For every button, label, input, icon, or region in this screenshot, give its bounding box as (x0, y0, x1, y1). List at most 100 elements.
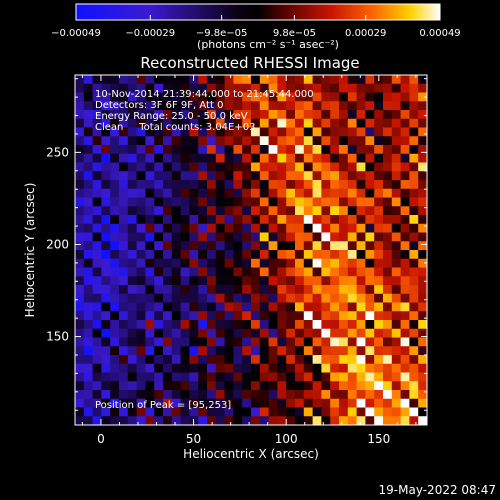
heatmap-cell (251, 75, 261, 85)
heatmap-cell (374, 110, 384, 120)
heatmap-cell (391, 285, 401, 295)
heatmap-cell (242, 127, 252, 137)
heatmap-cell (303, 398, 313, 408)
heatmap-cell (391, 110, 401, 120)
heatmap-cell (110, 232, 120, 242)
heatmap-cell (312, 110, 322, 120)
heatmap-cell (365, 136, 375, 146)
heatmap-cell (347, 223, 357, 233)
heatmap-cell (83, 197, 93, 207)
heatmap-cell (127, 293, 137, 303)
heatmap-cell (321, 206, 331, 216)
heatmap-cell (418, 153, 427, 163)
heatmap-cell (110, 127, 120, 137)
heatmap-cell (136, 215, 146, 225)
heatmap-cell (303, 110, 313, 120)
heatmap-cell (242, 363, 252, 373)
heatmap-cell (233, 407, 243, 417)
annotation-total-counts: Clean Total counts: 3.04E+03 (95, 122, 255, 133)
heatmap-cell (365, 293, 375, 303)
heatmap-cell (207, 390, 217, 400)
heatmap-cell (224, 145, 234, 155)
heatmap-cell (215, 372, 225, 382)
heatmap-cell (286, 285, 296, 295)
heatmap-cell (347, 188, 357, 198)
heatmap-cell (251, 250, 261, 260)
heatmap-cell (418, 363, 427, 373)
heatmap-cell (198, 276, 208, 286)
heatmap-cell (136, 162, 146, 172)
heatmap-cell (347, 337, 357, 347)
heatmap-cell (136, 363, 146, 373)
heatmap-cell (101, 75, 111, 85)
heatmap-cell (242, 381, 252, 391)
heatmap-cell (75, 293, 85, 303)
heatmap-cell (75, 241, 85, 251)
heatmap-cell (286, 101, 296, 111)
heatmap-cell (330, 101, 340, 111)
heatmap-cell (189, 390, 199, 400)
heatmap-cell (365, 337, 375, 347)
heatmap-cell (365, 355, 375, 365)
heatmap-cell (312, 355, 322, 365)
heatmap-cell (303, 337, 313, 347)
heatmap-cell (391, 267, 401, 277)
heatmap-cell (374, 363, 384, 373)
heatmap-cell (145, 83, 155, 93)
heatmap-cell (286, 171, 296, 181)
heatmap-cell (154, 118, 164, 128)
heatmap-cell (207, 276, 217, 286)
heatmap-cell (409, 398, 419, 408)
heatmap-cell (251, 136, 261, 146)
heatmap-cell (383, 311, 393, 321)
heatmap-cell (145, 398, 155, 408)
heatmap-cell (207, 136, 217, 146)
heatmap-cell (347, 127, 357, 137)
heatmap-cell (374, 180, 384, 190)
heatmap-cell (180, 110, 190, 120)
heatmap-cell (400, 83, 410, 93)
heatmap-cell (259, 223, 269, 233)
heatmap-cell (136, 153, 146, 163)
heatmap-cell (119, 215, 129, 225)
heatmap-cell (312, 206, 322, 216)
heatmap-cell (286, 215, 296, 225)
heatmap-cell (180, 311, 190, 321)
heatmap-cell (400, 241, 410, 251)
annotation-detectors: Detectors: 3F 6F 9F, Att 0 (95, 100, 223, 111)
x-axis-label: Heliocentric X (arcsec) (183, 447, 319, 461)
heatmap-cell (242, 372, 252, 382)
heatmap-cell (83, 381, 93, 391)
heatmap-cell (215, 127, 225, 137)
heatmap-cell (321, 136, 331, 146)
heatmap-cell (365, 241, 375, 251)
heatmap-cell (171, 363, 181, 373)
heatmap-cell (347, 75, 357, 85)
heatmap-cell (224, 180, 234, 190)
heatmap-cell (374, 311, 384, 321)
heatmap-cell (277, 75, 287, 85)
heatmap-cell (321, 390, 331, 400)
heatmap-cell (101, 83, 111, 93)
heatmap-cell (365, 407, 375, 417)
heatmap-cell (92, 416, 102, 425)
heatmap-cell (259, 215, 269, 225)
heatmap-cell (75, 363, 85, 373)
heatmap-cell (180, 75, 190, 85)
heatmap-cell (259, 267, 269, 277)
heatmap-cell (418, 171, 427, 181)
heatmap-cell (145, 267, 155, 277)
heatmap-cell (259, 110, 269, 120)
heatmap-cell (136, 416, 146, 425)
heatmap-cell (154, 311, 164, 321)
heatmap-cell (198, 75, 208, 85)
heatmap-cell (110, 381, 120, 391)
heatmap-cell (339, 355, 349, 365)
heatmap-cell (418, 346, 427, 356)
heatmap-cell (303, 206, 313, 216)
heatmap-cell (321, 381, 331, 391)
heatmap-cell (242, 206, 252, 216)
heatmap-cell (277, 92, 287, 102)
heatmap-cell (374, 145, 384, 155)
heatmap-cell (233, 372, 243, 382)
